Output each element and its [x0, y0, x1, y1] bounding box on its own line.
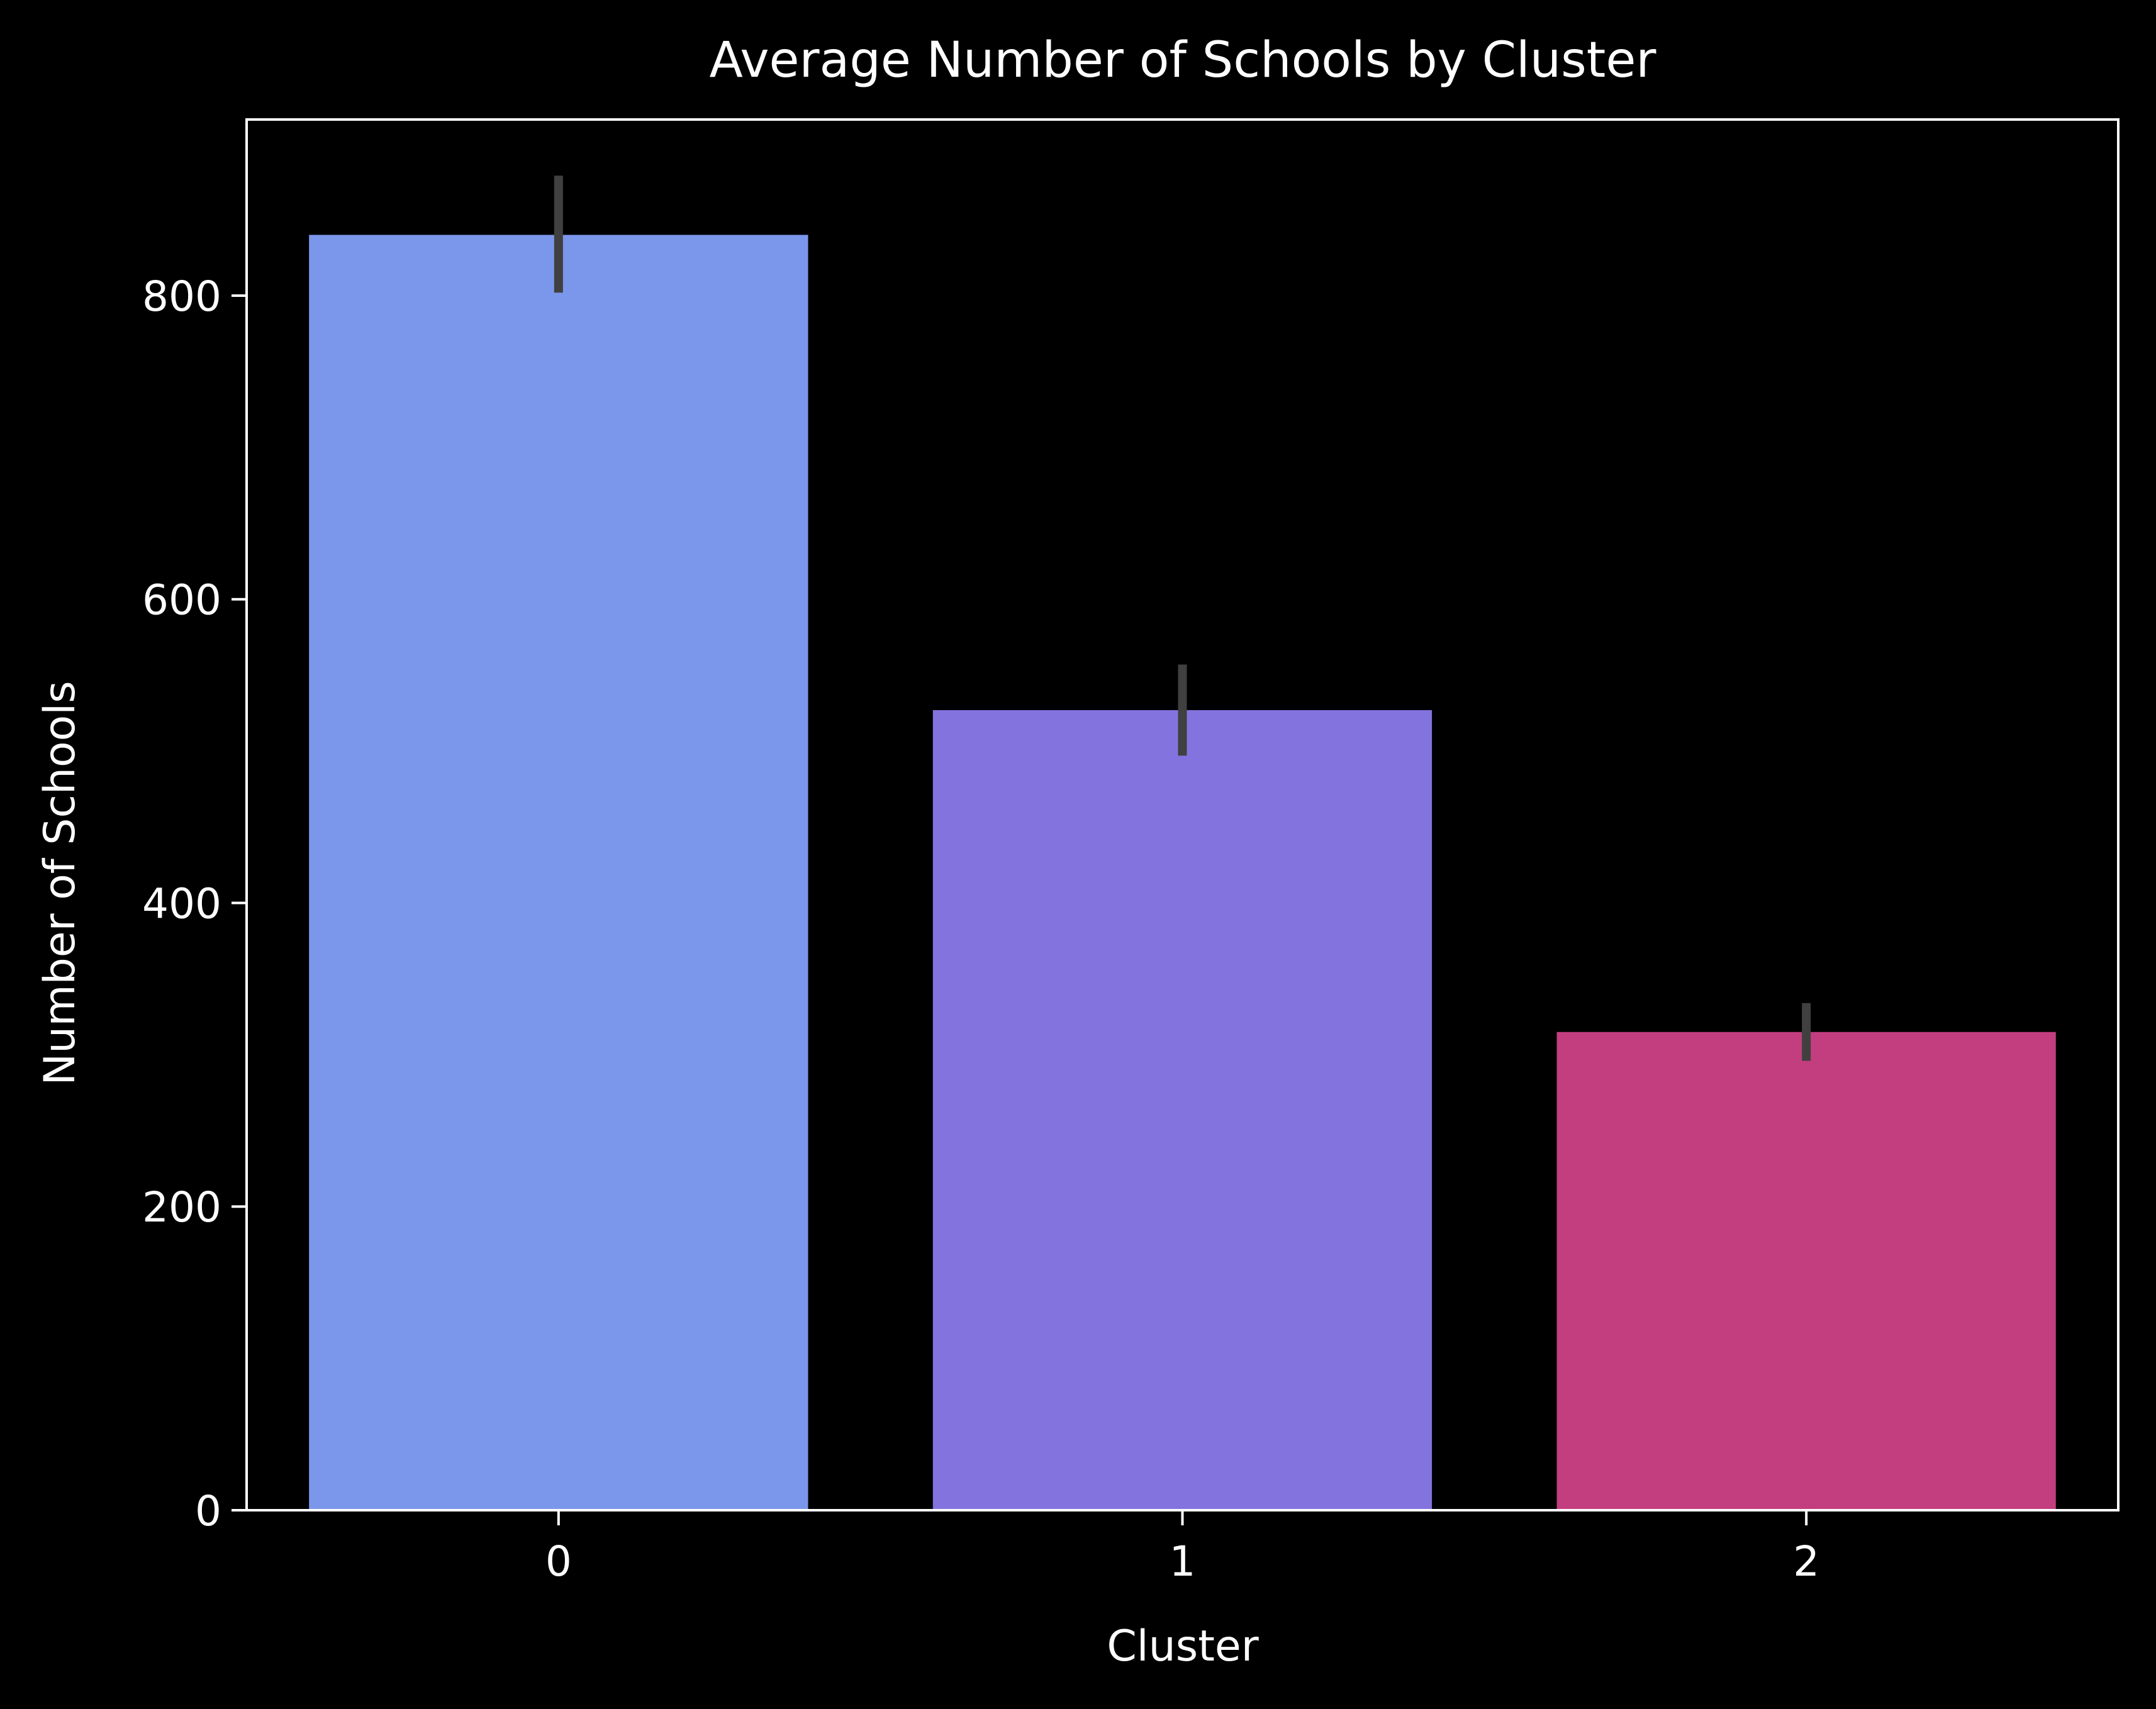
y-tick-label: 800 [142, 272, 221, 321]
y-tick-label: 200 [142, 1183, 221, 1232]
chart-title: Average Number of Schools by Cluster [710, 32, 1657, 89]
x-tick-label: 2 [1793, 1537, 1819, 1586]
x-tick-label: 1 [1170, 1537, 1196, 1586]
bar-cluster-2 [1556, 1032, 2056, 1510]
bar-cluster-1 [932, 710, 1433, 1510]
y-axis-label: Number of Schools [35, 681, 85, 1085]
plot-area: 0 200 400 600 800 0 1 2 [142, 118, 2120, 1586]
y-tick-label: 400 [142, 879, 221, 928]
y-tick-label: 0 [195, 1487, 221, 1535]
y-tick-label: 600 [142, 576, 221, 625]
x-axis-label: Cluster [1107, 1622, 1258, 1671]
bar-cluster-0 [309, 235, 808, 1510]
x-tick-label: 0 [545, 1537, 572, 1586]
